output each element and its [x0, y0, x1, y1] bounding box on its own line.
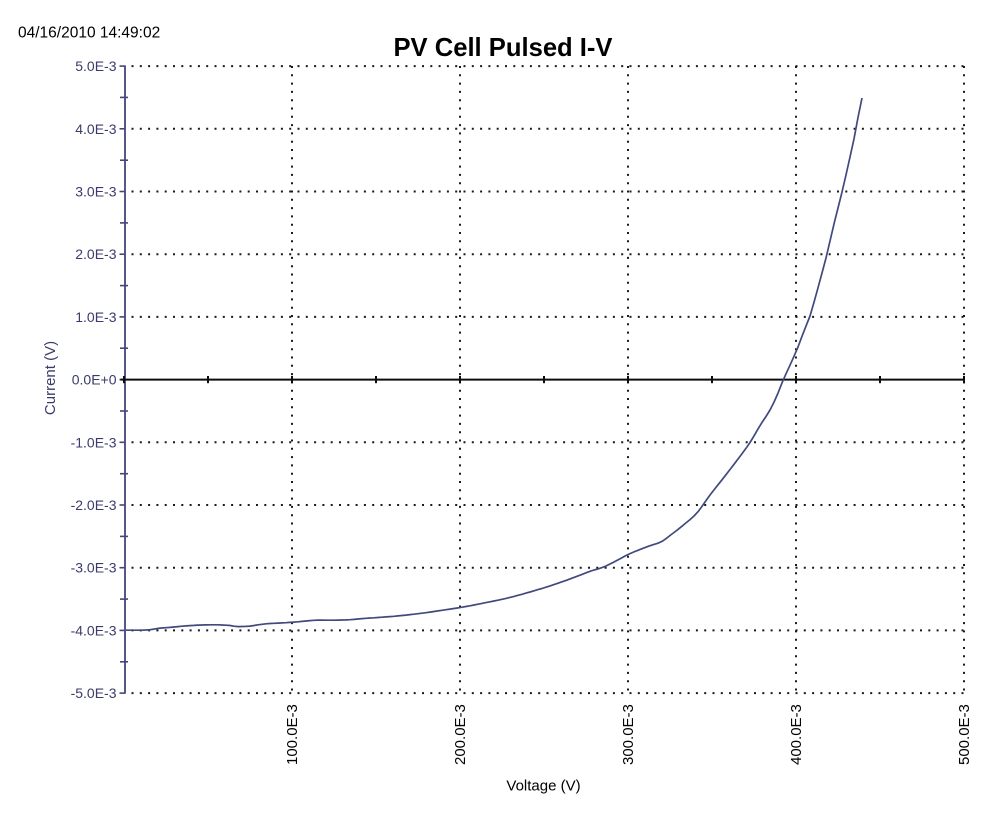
- svg-text:-2.0E-3: -2.0E-3: [71, 497, 117, 513]
- svg-text:-1.0E-3: -1.0E-3: [71, 434, 117, 450]
- svg-text:-3.0E-3: -3.0E-3: [71, 560, 117, 576]
- svg-text:2.0E-3: 2.0E-3: [75, 246, 116, 262]
- svg-text:5.0E-3: 5.0E-3: [75, 58, 116, 74]
- svg-text:3.0E-3: 3.0E-3: [75, 184, 116, 200]
- svg-text:4.0E-3: 4.0E-3: [75, 121, 116, 137]
- svg-text:500.0E-3: 500.0E-3: [956, 704, 973, 765]
- svg-text:-4.0E-3: -4.0E-3: [71, 622, 117, 638]
- svg-text:Voltage (V): Voltage (V): [506, 778, 580, 795]
- svg-text:0.0E+0: 0.0E+0: [72, 372, 117, 388]
- svg-text:-5.0E-3: -5.0E-3: [71, 685, 117, 701]
- svg-text:400.0E-3: 400.0E-3: [788, 704, 805, 765]
- svg-text:04/16/2010 14:49:02: 04/16/2010 14:49:02: [18, 25, 160, 42]
- svg-text:Current (V): Current (V): [42, 341, 59, 415]
- svg-text:100.0E-3: 100.0E-3: [284, 704, 301, 765]
- svg-text:300.0E-3: 300.0E-3: [620, 704, 637, 765]
- svg-text:PV Cell Pulsed I-V: PV Cell Pulsed I-V: [393, 34, 612, 62]
- svg-text:1.0E-3: 1.0E-3: [75, 309, 116, 325]
- svg-text:200.0E-3: 200.0E-3: [452, 704, 469, 765]
